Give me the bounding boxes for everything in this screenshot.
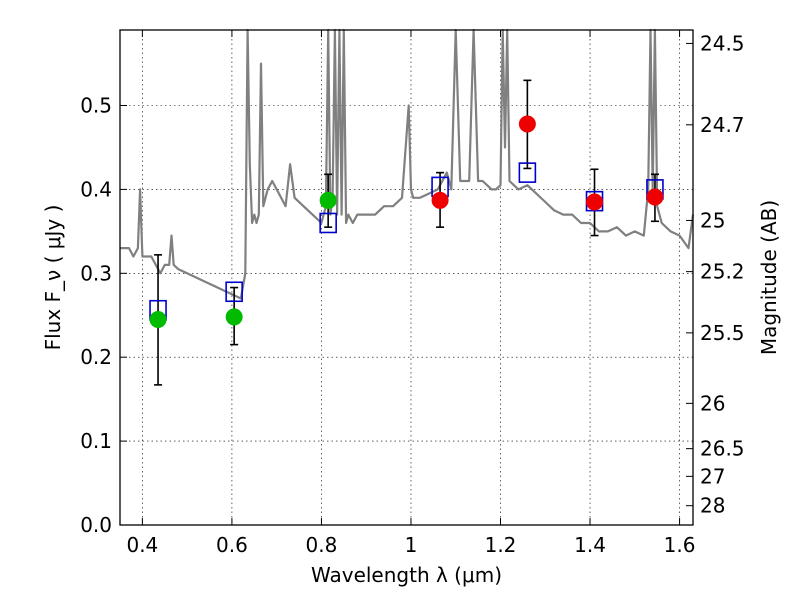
right-tick-label: 25 [700, 208, 725, 232]
filled-circle-marker [149, 310, 167, 328]
grid-lines [120, 30, 693, 526]
right-tick-label: 26.5 [700, 437, 745, 461]
filled-circle-marker [518, 115, 536, 133]
open-square-marker [518, 162, 537, 183]
x-tick-label: 1.4 [574, 533, 606, 557]
y-tick-label: 0.2 [80, 345, 112, 369]
plot-frame [119, 29, 694, 526]
right-tick-label: 28 [700, 494, 725, 518]
x-tick-label: 0.4 [126, 533, 158, 557]
model-spectrum [120, 28, 695, 300]
x-tick-label: 0.6 [216, 533, 248, 557]
open-square-marker [225, 281, 243, 303]
spectrum-line [120, 28, 695, 300]
y-tick-label: 0.5 [80, 94, 112, 118]
right-tick-label: 24.5 [700, 31, 745, 55]
open-square-marker [319, 212, 337, 234]
filled-circle-marker [431, 191, 449, 209]
filled-circle-marker [225, 308, 243, 326]
filled-circle-marker [586, 193, 604, 211]
x-tick-label: 1 [405, 533, 418, 557]
y-axis-label: Flux F_ν ( μJy ) [41, 205, 65, 351]
right-tick-label: 26 [700, 391, 725, 415]
data-markers [149, 115, 664, 328]
y-tick-label: 0.3 [80, 261, 112, 285]
filled-circle-marker [646, 188, 664, 206]
right-tick-label: 25.5 [700, 321, 745, 345]
y-tick-label: 0.1 [80, 429, 112, 453]
right-tick-label: 27 [700, 464, 725, 488]
right-tick-label: 25.2 [700, 260, 745, 284]
axis-ticks: 0.4 0.6 0.8 1 1.2 1.4 1.6 0.0 0.1 0.2 0.3 0.4 0.5 24.… [80, 30, 745, 557]
y-tick-label: 0.4 [80, 177, 112, 201]
x-tick-label: 1.2 [485, 533, 517, 557]
filled-circle-marker [319, 191, 337, 209]
right-axis-label: Magnitude (AB) [757, 200, 781, 355]
x-tick-label: 1.6 [664, 533, 696, 557]
x-axis-label: Wavelength λ (μm) [311, 563, 502, 587]
x-tick-label: 0.8 [306, 533, 338, 557]
right-tick-label: 24.7 [700, 113, 745, 137]
y-tick-label: 0.0 [80, 513, 112, 537]
